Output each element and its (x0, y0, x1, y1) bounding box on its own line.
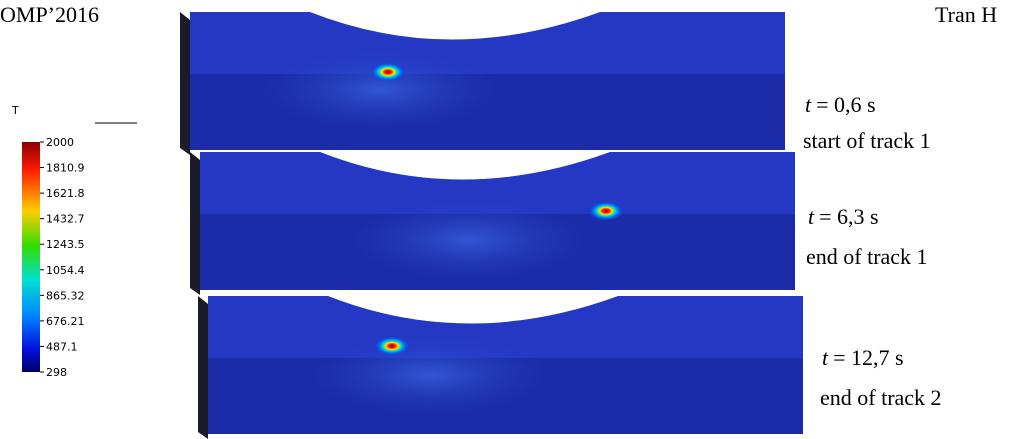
colorbar-tick-label: 487.1 (46, 340, 78, 353)
colorbar-label: T (11, 104, 19, 117)
simulation-panel: t= 6,3 s end of track 1 (190, 152, 928, 295)
time-label: t= 6,3 s (808, 204, 879, 229)
time-symbol: t (822, 345, 829, 370)
colorbar-tick-label: 1243.5 (46, 238, 85, 251)
time-label: t= 12,7 s (822, 345, 904, 370)
simulation-panel: t= 12,7 s end of track 2 (198, 296, 942, 439)
panel-caption: start of track 1 (803, 128, 931, 153)
colorbar-ticks: 2000 1810.9 1621.8 1432.7 1243.5 1054.4 865.32… (40, 136, 85, 379)
side-face (190, 152, 200, 295)
header-left: OMP’2016 (0, 2, 99, 27)
header-right: Tran H (935, 2, 997, 27)
heat-glow (260, 50, 500, 130)
colorbar-tick-label: 1621.8 (46, 187, 85, 200)
hot-spot (370, 62, 406, 82)
colorbar-tick-label: 1432.7 (46, 213, 85, 226)
colorbar-tick-label: 865.32 (46, 289, 85, 302)
heat-glow (310, 335, 550, 415)
time-symbol: t (808, 204, 815, 229)
time-value: = 6,3 s (819, 204, 878, 229)
colorbar-tick-label: 676.21 (46, 315, 85, 328)
time-value: = 12,7 s (833, 345, 903, 370)
hot-spot (588, 201, 624, 221)
side-face (198, 296, 208, 439)
simulation-panel: t= 0,6 s start of track 1 (180, 12, 931, 155)
time-symbol: t (805, 92, 812, 117)
time-value: = 0,6 s (816, 92, 875, 117)
panel-caption: end of track 1 (806, 244, 928, 269)
top-face (190, 12, 785, 74)
colorbar-tick-label: 1810.9 (46, 162, 85, 175)
time-label: t= 0,6 s (805, 92, 876, 117)
side-face (180, 12, 190, 155)
colorbar-tick-label: 2000 (46, 136, 74, 149)
colorbar-tick-label: 298 (46, 366, 67, 379)
figure: OMP’2016 Tran H T 2000 1810.9 1621.8 1432.7… (0, 0, 1023, 439)
colorbar-tick-label: 1054.4 (46, 264, 85, 277)
panel-caption: end of track 2 (820, 385, 942, 410)
hot-spot (374, 336, 410, 356)
heat-glow (350, 200, 590, 280)
colorbar (22, 142, 40, 372)
